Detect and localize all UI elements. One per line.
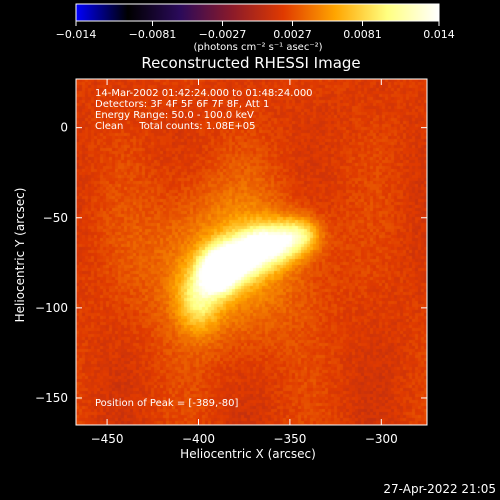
peak-position-label: Position of Peak = [-389,-80] <box>95 398 239 409</box>
annotation-energy-range: Energy Range: 50.0 - 100.0 keV <box>95 110 254 121</box>
colorbar-tick-label: 0.0081 <box>343 28 382 41</box>
plot-area: −450 −400 −350 −300 0 −50 −100 −150 <box>35 78 428 446</box>
x-axis-label: Heliocentric X (arcsec) <box>180 447 316 461</box>
colorbar-tick-label: −0.014 <box>56 28 97 41</box>
y-tick-label: −150 <box>35 391 68 405</box>
annotation-method-counts: Clean Total counts: 1.08E+05 <box>95 121 255 132</box>
heatmap-image <box>76 79 427 425</box>
colorbar-ticks: −0.014 −0.0081 −0.0027 0.0027 0.0081 0.014 <box>56 21 455 41</box>
colorbar-tick-label: 0.0027 <box>273 28 312 41</box>
plot-frame <box>75 78 428 426</box>
annotation-detectors: Detectors: 3F 4F 5F 6F 7F 8F, Att 1 <box>95 99 269 110</box>
y-tick-label: 0 <box>60 121 68 135</box>
x-tick-label: −350 <box>273 432 306 446</box>
colorbar-unit-label: (photons cm⁻² s⁻¹ asec⁻²) <box>193 42 322 53</box>
chart-title: Reconstructed RHESSI Image <box>141 54 360 72</box>
y-axis-label: Heliocentric Y (arcsec) <box>13 188 27 323</box>
y-axis-ticks: 0 −50 −100 −150 <box>35 121 427 405</box>
render-timestamp: 27-Apr-2022 21:05 <box>383 482 496 496</box>
x-axis-ticks: −450 −400 −350 −300 <box>91 79 398 446</box>
colorbar: −0.014 −0.0081 −0.0027 0.0027 0.0081 0.014 (p… <box>56 3 455 53</box>
colorbar-gradient <box>75 3 440 22</box>
observation-annotations: 14-Mar-2002 01:42:24.000 to 01:48:24.000… <box>95 88 313 409</box>
x-tick-label: −450 <box>91 432 124 446</box>
annotation-time-range: 14-Mar-2002 01:42:24.000 to 01:48:24.000 <box>95 88 313 99</box>
x-tick-label: −300 <box>365 432 398 446</box>
colorbar-tick-label: −0.0081 <box>129 28 177 41</box>
x-tick-label: −400 <box>182 432 215 446</box>
y-tick-label: −50 <box>43 211 68 225</box>
y-tick-label: −100 <box>35 301 68 315</box>
colorbar-tick-label: −0.0027 <box>199 28 247 41</box>
colorbar-tick-label: 0.014 <box>423 28 455 41</box>
